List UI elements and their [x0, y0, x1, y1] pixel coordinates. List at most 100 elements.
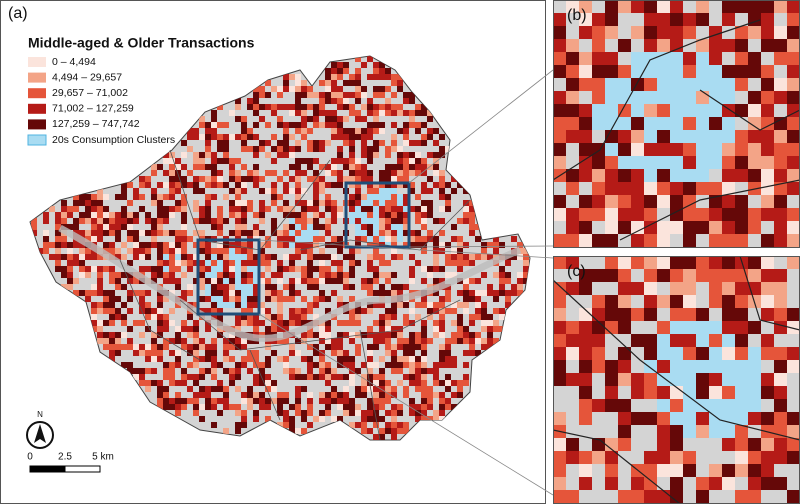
map-cell	[313, 254, 319, 260]
map-cell	[391, 248, 397, 254]
map-cell	[337, 122, 343, 128]
map-cell	[193, 332, 199, 338]
zoom-cell	[618, 208, 631, 221]
map-cell	[385, 386, 391, 392]
map-cell	[361, 218, 367, 224]
map-cell	[205, 308, 211, 314]
map-cell	[301, 356, 307, 362]
map-cell	[391, 356, 397, 362]
map-cell	[187, 284, 193, 290]
map-cell	[439, 278, 445, 284]
map-cell	[295, 236, 301, 242]
map-cell	[367, 194, 373, 200]
zoom-cell	[787, 208, 800, 221]
map-cell	[469, 200, 475, 206]
map-cell	[427, 314, 433, 320]
zoom-cell	[761, 373, 774, 386]
map-cell	[31, 218, 37, 224]
map-cell	[205, 212, 211, 218]
map-cell	[193, 218, 199, 224]
zoom-cell	[605, 0, 618, 13]
zoom-cell	[722, 221, 735, 234]
zoom-cell	[618, 169, 631, 182]
map-cell	[391, 104, 397, 110]
zoom-box-c	[196, 238, 261, 316]
map-cell	[421, 386, 427, 392]
map-cell	[349, 260, 355, 266]
map-cell	[337, 152, 343, 158]
map-cell	[145, 380, 151, 386]
map-cell	[211, 362, 217, 368]
map-cell	[67, 260, 73, 266]
map-cell	[295, 104, 301, 110]
map-cell	[223, 254, 229, 260]
map-cell	[199, 164, 205, 170]
zoom-cell	[605, 143, 618, 156]
map-cell	[247, 146, 253, 152]
map-cell	[223, 398, 229, 404]
map-cell	[43, 212, 49, 218]
map-cell	[301, 200, 307, 206]
zoom-cell	[748, 399, 761, 412]
zoom-cell	[592, 321, 605, 334]
map-cell	[307, 218, 313, 224]
map-cell	[97, 320, 103, 326]
zoom-cell	[787, 91, 800, 104]
map-cell	[235, 206, 241, 212]
map-cell	[379, 92, 385, 98]
map-cell	[187, 260, 193, 266]
map-cell	[115, 194, 121, 200]
map-cell	[217, 266, 223, 272]
map-cell	[325, 242, 331, 248]
zoom-cell	[644, 334, 657, 347]
map-cell	[475, 296, 481, 302]
map-cell	[499, 290, 505, 296]
map-cell	[367, 350, 373, 356]
map-cell	[241, 284, 247, 290]
zoom-cell	[605, 451, 618, 464]
map-cell	[295, 158, 301, 164]
zoom-cell	[735, 65, 748, 78]
map-cell	[379, 326, 385, 332]
map-cell	[415, 158, 421, 164]
map-cell	[367, 332, 373, 338]
zoom-cell	[566, 78, 579, 91]
map-cell	[301, 110, 307, 116]
zoom-cell	[644, 104, 657, 117]
map-cell	[301, 320, 307, 326]
map-cell	[331, 374, 337, 380]
map-cell	[151, 200, 157, 206]
map-cell	[319, 98, 325, 104]
map-cell	[307, 230, 313, 236]
map-cell	[415, 170, 421, 176]
zoom-cell	[592, 78, 605, 91]
map-cell	[355, 314, 361, 320]
map-cell	[265, 188, 271, 194]
map-cell	[247, 176, 253, 182]
zoom-cell	[657, 347, 670, 360]
map-cell	[457, 242, 463, 248]
map-cell	[355, 206, 361, 212]
map-cell	[253, 170, 259, 176]
map-cell	[367, 188, 373, 194]
map-cell	[415, 368, 421, 374]
map-cell	[187, 362, 193, 368]
map-cell	[175, 164, 181, 170]
map-cell	[145, 248, 151, 254]
zoom-cell	[657, 130, 670, 143]
map-cell	[253, 398, 259, 404]
zoom-cell	[579, 156, 592, 169]
zoom-cell	[761, 208, 774, 221]
zoom-cell	[709, 65, 722, 78]
map-cell	[343, 272, 349, 278]
map-cell	[43, 248, 49, 254]
map-cell	[487, 254, 493, 260]
map-cell	[319, 368, 325, 374]
map-cell	[109, 296, 115, 302]
map-cell	[211, 152, 217, 158]
map-cell	[367, 326, 373, 332]
map-cell	[379, 224, 385, 230]
map-cell	[355, 410, 361, 416]
map-cell	[367, 176, 373, 182]
map-cell	[283, 254, 289, 260]
